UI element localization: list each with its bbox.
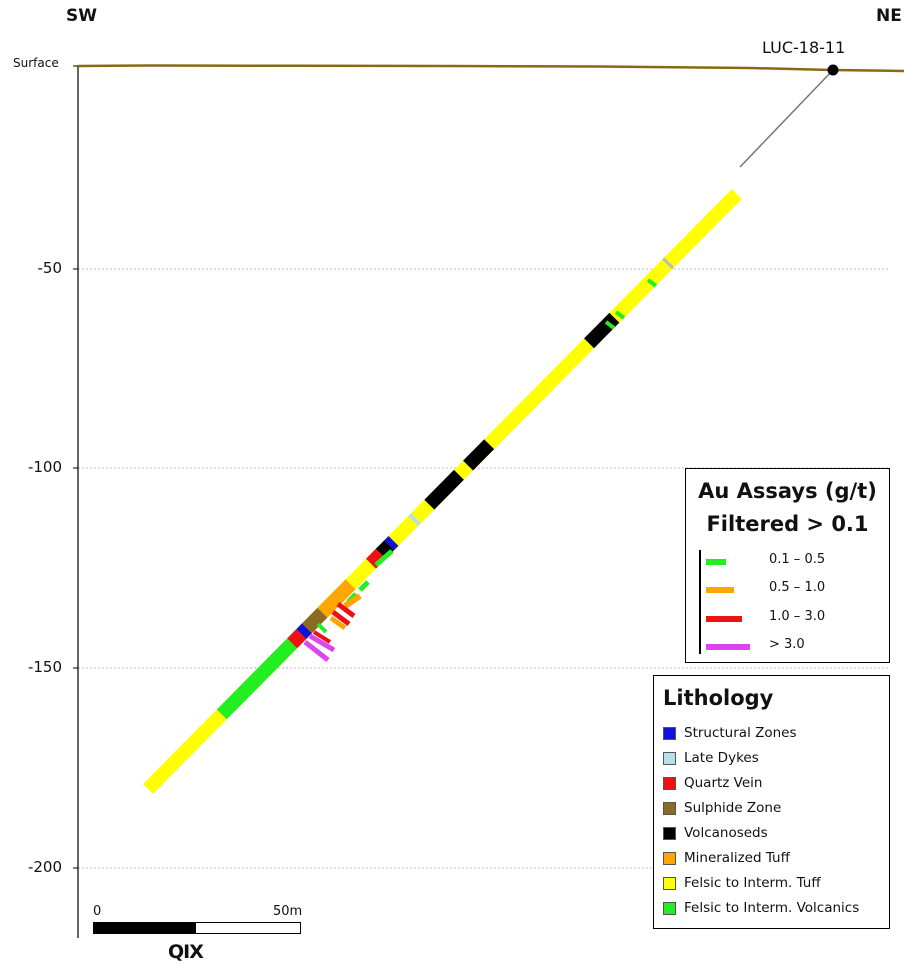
lithology-swatch	[663, 752, 676, 765]
scale-bar-empty	[195, 922, 301, 934]
litho-structural-zone	[296, 623, 312, 639]
litho-sulphide-zone	[301, 607, 328, 634]
assay-tick-0.1-0.5	[316, 622, 328, 634]
lithology-swatch	[663, 827, 676, 840]
assay-swatch-green	[706, 559, 726, 565]
litho-volcanoseds	[584, 312, 620, 349]
depth-label-100: -100	[27, 458, 62, 476]
scale-bar: 0 50m	[93, 904, 303, 964]
lithology-legend-item: Volcanoseds	[663, 825, 888, 843]
surface-line	[77, 64, 904, 73]
lithology-legend-label: Mineralized Tuff	[684, 850, 790, 866]
drill-hole	[143, 189, 742, 794]
lithology-legend-item: Mineralized Tuff	[663, 850, 888, 868]
assay-swatch-orange	[706, 587, 734, 593]
assay-tick-0.5-1.0	[329, 615, 347, 631]
lithology-legend-item: Felsic to Interm. Volcanics	[663, 900, 888, 918]
assay-tick-0.1-0.5	[374, 549, 394, 567]
assay-tick-over-3.0	[308, 633, 336, 653]
lithology-legend-item: Sulphide Zone	[663, 800, 888, 818]
assay-legend-title: Au Assays (g/t)	[698, 479, 877, 503]
depth-label-200: -200	[27, 858, 62, 876]
assay-tick-1.0-3.0	[336, 602, 356, 618]
assay-legend-axis	[699, 550, 701, 654]
lithology-swatch	[663, 902, 676, 915]
lithology-legend-label: Structural Zones	[684, 725, 797, 741]
assay-tick-0.1-0.5	[614, 310, 626, 320]
litho-volcanoseds	[424, 469, 464, 510]
lithology-legend-label: Volcanoseds	[684, 825, 768, 841]
surface-label: Surface	[13, 56, 59, 70]
assay-swatch-magenta	[706, 644, 750, 650]
lithology-legend-label: Quartz Vein	[684, 775, 763, 791]
scale-label-zero: 0	[93, 904, 102, 919]
lithology-swatch	[663, 877, 676, 890]
litho-quartz-vein	[287, 629, 307, 649]
lithology-legend-label: Late Dykes	[684, 750, 759, 766]
qix-logo: QIX	[168, 941, 204, 963]
assay-tick-0.5-1.0	[343, 593, 362, 609]
lithology-swatch	[663, 727, 676, 740]
scale-label-50m: 50m	[273, 904, 303, 919]
depth-label-50: -50	[37, 259, 63, 277]
assay-legend-item: 0.1 – 0.5	[706, 552, 876, 570]
lithology-swatch	[663, 777, 676, 790]
assay-legend-label: 1.0 – 3.0	[769, 609, 826, 624]
assay-legend-item: > 3.0	[706, 637, 876, 655]
assay-tick-0.1-0.5	[604, 320, 616, 330]
assay-swatch-red	[706, 616, 742, 622]
scale-bar-filled	[93, 922, 196, 934]
assay-tick-1.0-3.0	[331, 610, 351, 626]
hole-name-label: LUC-18-11	[762, 38, 846, 57]
lithology-legend-label: Sulphide Zone	[684, 800, 782, 816]
lithology-legend-item: Quartz Vein	[663, 775, 888, 793]
assay-tick-0.1-0.5	[358, 580, 370, 592]
lithology-legend-item: Structural Zones	[663, 725, 888, 743]
litho-felsic-volcanics	[216, 638, 298, 720]
lithology-swatch	[663, 852, 676, 865]
assay-tick-1.0-3.0	[312, 630, 332, 644]
lithology-legend-label: Felsic to Interm. Volcanics	[684, 900, 860, 916]
lithology-legend-item: Felsic to Interm. Tuff	[663, 875, 888, 893]
assay-legend-label: 0.1 – 0.5	[769, 552, 826, 567]
litho-mineralized-tuff	[317, 579, 356, 618]
assay-tick-over-3.0	[303, 640, 330, 662]
lithology-swatch	[663, 802, 676, 815]
lithology-legend: Lithology Structural Zones Late Dykes Qu…	[653, 675, 890, 929]
litho-volcanoseds	[463, 439, 495, 471]
litho-late-dyke	[662, 257, 675, 270]
collar-marker	[827, 64, 839, 76]
assay-legend-item: 1.0 – 3.0	[706, 609, 876, 627]
assay-legend-item: 0.5 – 1.0	[706, 580, 876, 598]
assay-tick-0.1-0.5	[646, 278, 658, 288]
assay-legend-label: 0.5 – 1.0	[769, 580, 826, 595]
direction-sw-label: SW	[66, 6, 97, 26]
depth-label-150: -150	[27, 658, 62, 676]
lithology-legend-title: Lithology	[663, 686, 774, 710]
lithology-legend-item: Late Dykes	[663, 750, 888, 768]
litho-late-dyke	[408, 513, 421, 526]
assay-legend-label: > 3.0	[769, 637, 805, 652]
hole-trace-upper	[739, 69, 834, 168]
direction-ne-label: NE	[876, 6, 902, 26]
au-assay-legend: Au Assays (g/t) Filtered > 0.1 0.1 – 0.5…	[685, 468, 890, 663]
lithology-legend-label: Felsic to Interm. Tuff	[684, 875, 821, 891]
assay-legend-subtitle: Filtered > 0.1	[706, 512, 869, 536]
assay-ticks	[303, 278, 658, 662]
litho-structural-zone	[384, 536, 399, 551]
